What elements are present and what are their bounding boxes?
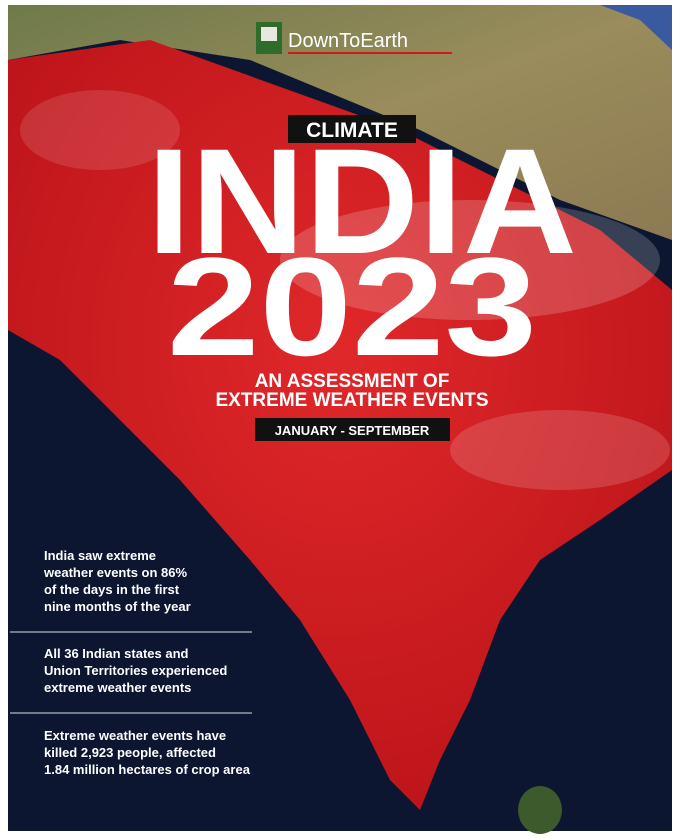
fact-line: killed 2,923 people, affected: [44, 745, 216, 760]
fact-line: weather events on 86%: [43, 565, 187, 580]
fact-line: Extreme weather events have: [44, 728, 226, 743]
fact-line: India saw extreme: [44, 548, 156, 563]
cover: DownToEarth CLIMATE INDIA 2023 AN ASSESS…: [0, 0, 681, 838]
fact-line: All 36 Indian states and: [44, 646, 189, 661]
fact-line: nine months of the year: [44, 599, 191, 614]
period: JANUARY - SEPTEMBER: [275, 423, 430, 438]
subtitle-line: EXTREME WEATHER EVENTS: [215, 390, 488, 411]
year: 2023: [167, 228, 537, 385]
fact-line: Union Territories experienced: [44, 663, 227, 678]
subtitle-line: AN ASSESSMENT OF: [255, 371, 450, 392]
brand: DownToEarth: [288, 30, 408, 52]
fact-line: of the days in the first: [44, 582, 180, 597]
fact-line: extreme weather events: [44, 680, 191, 695]
page: DownToEarth CLIMATE INDIA 2023 AN ASSESS…: [0, 0, 681, 838]
fact-line: 1.84 million hectares of crop area: [44, 762, 251, 777]
